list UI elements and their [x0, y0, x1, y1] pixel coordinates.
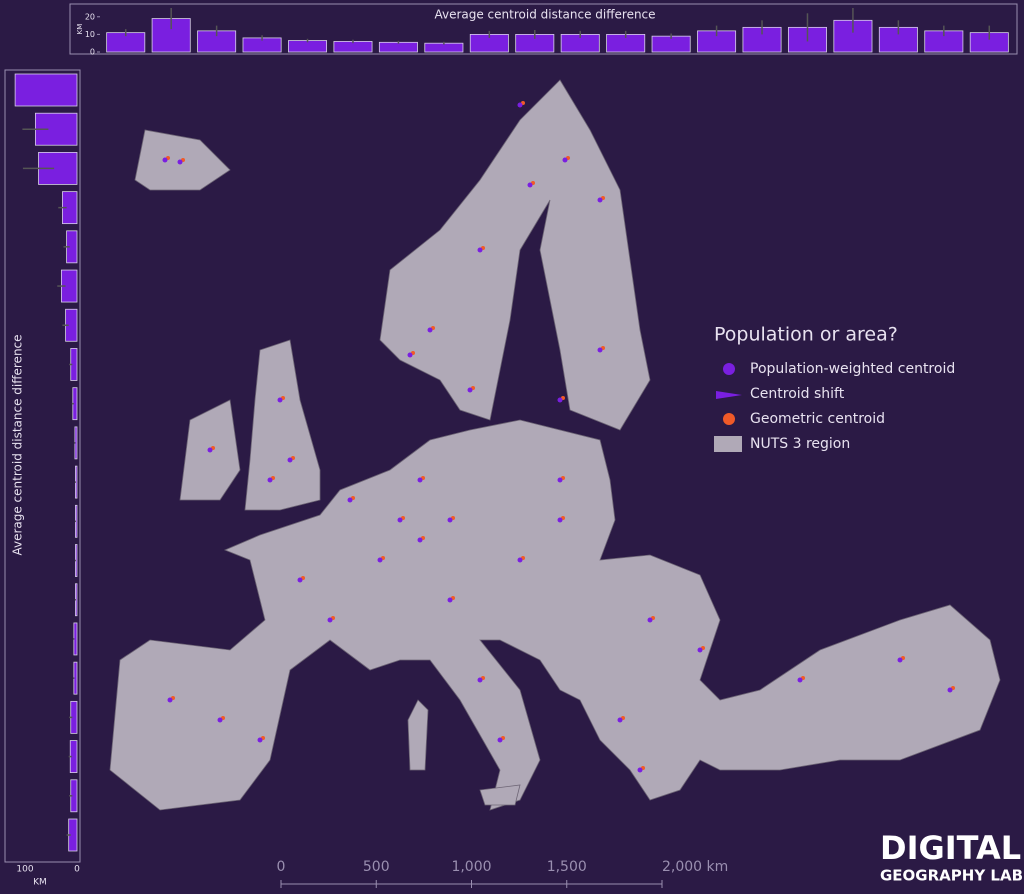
- population-centroid: [797, 677, 803, 683]
- population-centroid: [447, 597, 453, 603]
- population-centroid: [297, 577, 303, 583]
- scale-label: 2,000 km: [662, 859, 728, 875]
- population-centroid: [447, 517, 453, 523]
- population-centroid: [167, 697, 173, 703]
- logo: GEOGRAPHY LAB: [880, 867, 1023, 885]
- left-chart-frame: [4, 69, 81, 863]
- left-chart-title: Average centroid distance difference: [11, 334, 25, 555]
- population-centroid: [527, 182, 533, 188]
- land: [479, 784, 521, 806]
- scale-label: 1,500: [547, 859, 587, 875]
- scale-label: 0: [277, 859, 286, 875]
- population-centroid: [347, 497, 353, 503]
- scale-label: 500: [363, 859, 390, 875]
- bar: [378, 41, 418, 53]
- land: [379, 79, 651, 431]
- population-centroid: [597, 347, 603, 353]
- legend-label: Centroid shift: [750, 386, 845, 402]
- population-centroid: [947, 687, 953, 693]
- population-centroid: [417, 537, 423, 543]
- population-centroid: [427, 327, 433, 333]
- y-axis-label: KM: [76, 24, 84, 35]
- population-centroid: [162, 157, 168, 163]
- population-centroid: [397, 517, 403, 523]
- legend-label: NUTS 3 region: [750, 436, 850, 452]
- legend-swatch: [714, 436, 742, 452]
- y-tick-label: 0: [90, 48, 95, 57]
- top-chart-frame: [69, 3, 1018, 55]
- top-chart-title: Average centroid distance difference: [434, 8, 655, 22]
- land: [109, 419, 1001, 811]
- x-tick-label: 0: [74, 865, 80, 875]
- map: [109, 79, 1001, 811]
- population-centroid: [207, 447, 213, 453]
- x-tick-label: 100: [16, 865, 33, 875]
- population-centroid: [697, 647, 703, 653]
- population-centroid: [477, 247, 483, 253]
- land: [244, 339, 321, 511]
- population-centroid: [517, 557, 523, 563]
- population-centroid: [417, 477, 423, 483]
- legend-label: Geometric centroid: [750, 411, 885, 427]
- legend-swatch: [723, 363, 735, 375]
- population-centroid: [637, 767, 643, 773]
- population-centroid: [407, 352, 413, 358]
- population-centroid: [497, 737, 503, 743]
- population-centroid: [562, 157, 568, 163]
- x-axis-label: KM: [33, 878, 47, 888]
- population-centroid: [267, 477, 273, 483]
- population-centroid: [477, 677, 483, 683]
- population-centroid: [277, 397, 283, 403]
- population-centroid: [557, 397, 563, 403]
- population-centroid: [467, 387, 473, 393]
- population-centroid: [597, 197, 603, 203]
- scale-label: 1,000: [451, 859, 491, 875]
- y-tick-label: 20: [85, 12, 95, 21]
- population-centroid: [897, 657, 903, 663]
- population-centroid: [557, 477, 563, 483]
- legend-swatch: [716, 391, 742, 399]
- land: [407, 699, 429, 771]
- legend-label: Population-weighted centroid: [750, 361, 955, 377]
- y-tick-label: 10: [85, 30, 95, 39]
- population-centroid: [257, 737, 263, 743]
- population-centroid: [517, 102, 523, 108]
- bar: [14, 73, 78, 107]
- logo: DIGITAL: [880, 829, 1021, 867]
- legend-swatch: [723, 413, 735, 425]
- centroids: [162, 101, 955, 773]
- population-centroid: [377, 557, 383, 563]
- population-centroid: [217, 717, 223, 723]
- population-centroid: [647, 617, 653, 623]
- population-centroid: [287, 457, 293, 463]
- population-centroid: [327, 617, 333, 623]
- population-centroid: [177, 159, 183, 165]
- population-centroid: [557, 517, 563, 523]
- legend-title: Population or area?: [714, 324, 898, 346]
- population-centroid: [617, 717, 623, 723]
